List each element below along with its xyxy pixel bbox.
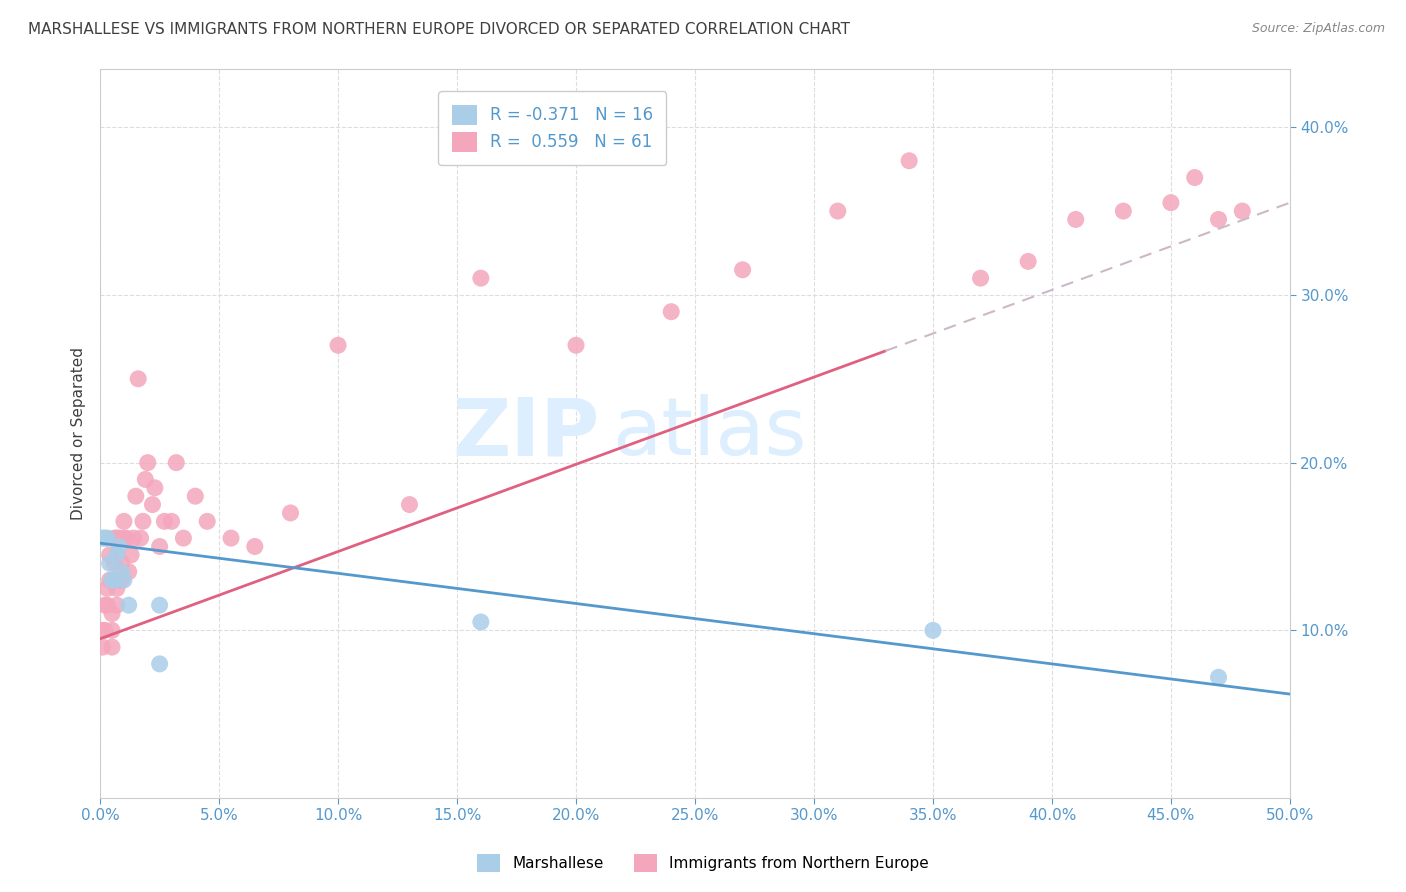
Y-axis label: Divorced or Separated: Divorced or Separated	[72, 347, 86, 520]
Point	[96, 598, 118, 612]
Point	[398, 498, 420, 512]
Point	[110, 573, 132, 587]
Point	[101, 640, 124, 654]
Point	[565, 338, 588, 352]
Point	[94, 624, 117, 638]
Point	[110, 556, 132, 570]
Point	[103, 573, 125, 587]
Point	[122, 531, 145, 545]
Point	[1232, 204, 1254, 219]
Point	[827, 204, 849, 219]
Point	[195, 514, 218, 528]
Point	[103, 556, 125, 570]
Point	[96, 582, 118, 596]
Point	[731, 262, 754, 277]
Point	[101, 607, 124, 621]
Point	[141, 498, 163, 512]
Point	[127, 372, 149, 386]
Point	[969, 271, 991, 285]
Point	[118, 565, 141, 579]
Point	[103, 573, 125, 587]
Point	[132, 514, 155, 528]
Point	[96, 531, 118, 545]
Point	[153, 514, 176, 528]
Point	[134, 472, 156, 486]
Point	[143, 481, 166, 495]
Point	[898, 153, 921, 168]
Point	[922, 624, 945, 638]
Point	[172, 531, 194, 545]
Text: MARSHALLESE VS IMMIGRANTS FROM NORTHERN EUROPE DIVORCED OR SEPARATED CORRELATION: MARSHALLESE VS IMMIGRANTS FROM NORTHERN …	[28, 22, 851, 37]
Point	[101, 624, 124, 638]
Point	[94, 531, 117, 545]
Point	[280, 506, 302, 520]
Point	[149, 657, 172, 671]
Point	[243, 540, 266, 554]
Point	[101, 573, 124, 587]
Point	[108, 540, 131, 554]
Point	[98, 573, 121, 587]
Point	[112, 531, 135, 545]
Point	[112, 514, 135, 528]
Point	[105, 582, 128, 596]
Point	[326, 338, 349, 352]
Point	[659, 304, 682, 318]
Point	[112, 573, 135, 587]
Text: ZIP: ZIP	[453, 394, 600, 472]
Point	[129, 531, 152, 545]
Point	[1017, 254, 1039, 268]
Text: Source: ZipAtlas.com: Source: ZipAtlas.com	[1251, 22, 1385, 36]
Point	[103, 531, 125, 545]
Legend: Marshallese, Immigrants from Northern Europe: Marshallese, Immigrants from Northern Eu…	[470, 846, 936, 880]
Point	[160, 514, 183, 528]
Point	[110, 565, 132, 579]
Point	[91, 531, 114, 545]
Point	[1184, 170, 1206, 185]
Point	[165, 456, 187, 470]
Point	[91, 624, 114, 638]
Point	[108, 531, 131, 545]
Point	[105, 531, 128, 545]
Legend: R = -0.371   N = 16, R =  0.559   N = 61: R = -0.371 N = 16, R = 0.559 N = 61	[439, 92, 666, 165]
Point	[219, 531, 242, 545]
Point	[470, 271, 492, 285]
Point	[98, 548, 121, 562]
Point	[470, 615, 492, 629]
Point	[120, 548, 142, 562]
Point	[1064, 212, 1087, 227]
Point	[98, 556, 121, 570]
Point	[125, 489, 148, 503]
Point	[1160, 195, 1182, 210]
Point	[105, 598, 128, 612]
Point	[115, 531, 138, 545]
Text: atlas: atlas	[612, 394, 806, 472]
Point	[149, 540, 172, 554]
Point	[108, 573, 131, 587]
Point	[91, 640, 114, 654]
Point	[1112, 204, 1135, 219]
Point	[105, 548, 128, 562]
Point	[1208, 670, 1230, 684]
Point	[94, 598, 117, 612]
Point	[184, 489, 207, 503]
Point	[149, 598, 172, 612]
Point	[1208, 212, 1230, 227]
Point	[136, 456, 159, 470]
Point	[118, 598, 141, 612]
